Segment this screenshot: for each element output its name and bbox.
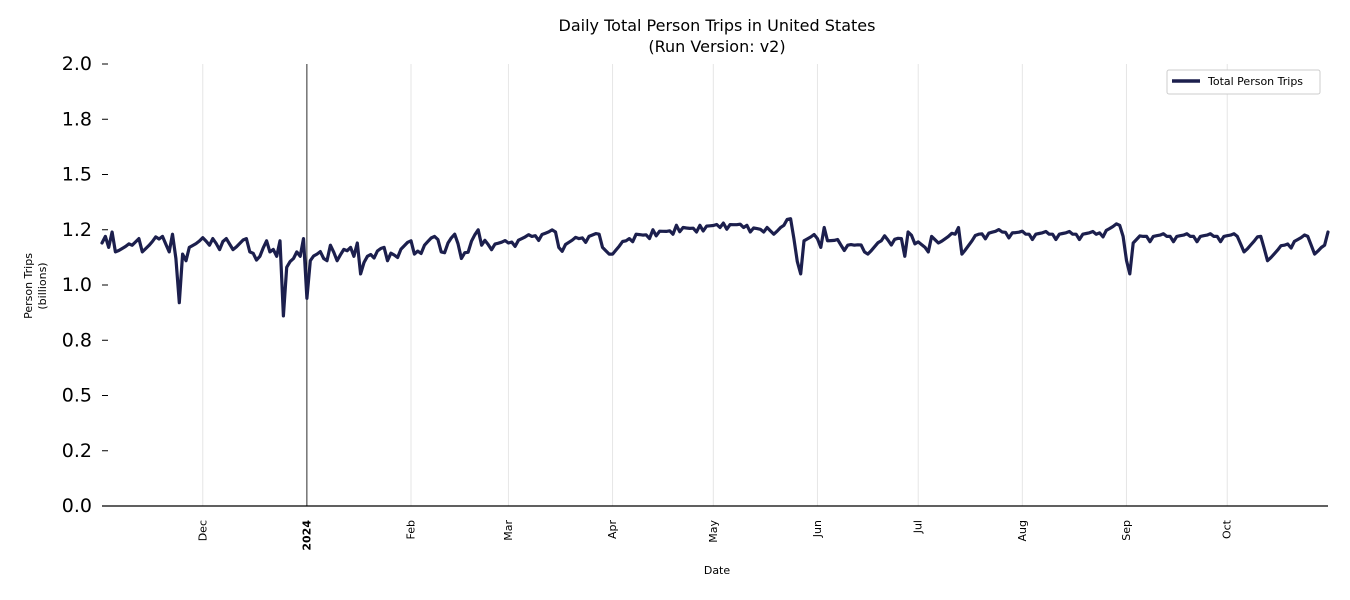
y-tick-label: 0.2 — [62, 440, 92, 462]
x-tick-label: Sep — [1120, 520, 1133, 541]
x-tick-label: May — [707, 520, 720, 543]
y-tick-label: 0.0 — [62, 495, 92, 517]
series-line-total-person-trips — [100, 217, 1330, 318]
x-axis-ticks: Dec 2024 Feb Mar Apr May Jun Jul Aug Sep Oct — [196, 519, 1233, 550]
y-tick-label: 1.0 — [62, 274, 92, 296]
y-axis-unit: (billions) — [36, 262, 49, 309]
y-axis-ticks: 0.0 0.2 0.5 0.8 1.0 1.2 1.5 1.8 2.0 — [62, 53, 108, 517]
y-tick-label: 1.2 — [62, 219, 92, 241]
series-layer — [100, 217, 1330, 318]
chart-subtitle: (Run Version: v2) — [648, 37, 785, 56]
x-tick-label: Aug — [1016, 520, 1029, 541]
x-tick-label: Jun — [811, 520, 824, 538]
x-tick-label: Dec — [196, 520, 209, 541]
x-tick-label: Oct — [1221, 519, 1234, 539]
x-tick-label: Feb — [405, 520, 418, 539]
y-tick-label: 1.5 — [62, 164, 92, 186]
y-tick-label: 0.8 — [62, 329, 92, 351]
y-tick-label: 0.5 — [62, 385, 92, 407]
x-tick-label: Jul — [912, 520, 925, 534]
legend-label: Total Person Trips — [1207, 75, 1303, 88]
x-tick-label: 2024 — [300, 520, 313, 551]
x-tick-label: Mar — [502, 520, 515, 541]
y-tick-label: 2.0 — [62, 53, 92, 75]
legend: Total Person Trips — [1166, 69, 1321, 95]
x-axis-label: Date — [704, 564, 731, 577]
y-axis-label: Person Trips — [22, 253, 35, 319]
x-tick-label: Apr — [606, 520, 619, 540]
legend-box — [1166, 69, 1321, 95]
x-gridlines — [202, 64, 1228, 506]
chart-title: Daily Total Person Trips in United State… — [559, 16, 876, 35]
y-tick-label: 1.8 — [62, 108, 92, 130]
